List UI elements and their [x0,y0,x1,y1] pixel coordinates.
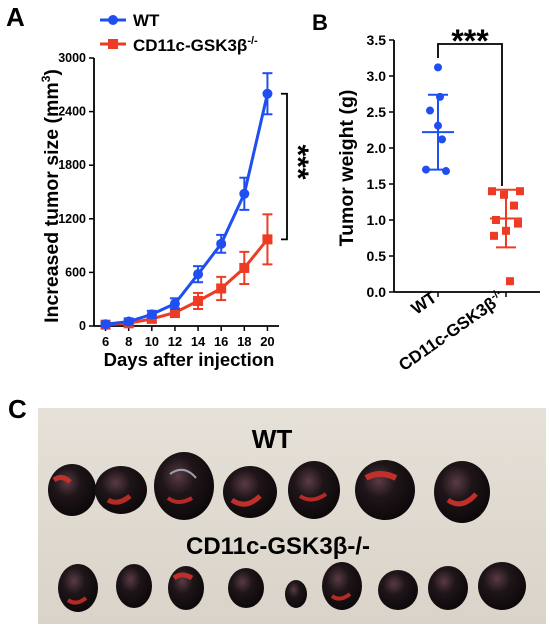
y-axis-label-b: Tumor weight (g) [336,90,358,247]
data-point-ko [488,187,496,196]
ko-tumors [58,562,526,612]
y-tick-label-b: 0.5 [367,248,387,264]
legend-ko-label: CD11c-GSK3β-/- [133,35,258,55]
x-tick-label-a: 20 [260,334,274,349]
significance-stars-b: *** [451,23,489,59]
x-tick-label-a: 10 [145,334,159,349]
data-point-ko [502,226,510,235]
tumor-growth-chart: 0 600 1200 1800 2400 3000 6 8 10 12 14 16 18 20 Incr… [39,11,314,370]
tumor [223,466,277,518]
data-point-wt [434,121,442,130]
tumor-photo: WT CD11c-GSK3β-/- [38,408,546,624]
tumor [285,580,307,608]
panel-label-b: B [312,10,328,35]
tumor [95,466,147,514]
x-tick-label-a: 12 [168,334,182,349]
data-point-wt [442,167,450,176]
data-point-wt [436,92,444,101]
tumor [228,568,264,608]
tumor [378,570,418,610]
y-tick-label-b: 3.0 [367,68,387,84]
y-tick-label-a: 1800 [58,158,86,172]
tumor [288,461,340,519]
tumor [434,461,490,523]
data-point-wt [193,269,204,280]
tumor-weight-chart: 0.0 0.5 1.0 1.5 2.0 2.5 3.0 3.5 Tumor weight (g… [336,23,540,375]
x-tick-label-a: 18 [237,334,251,349]
photo-label-wt: WT [252,424,293,454]
y-tick-label-b: 0.0 [367,284,387,300]
y-tick-label-b: 2.5 [367,104,387,120]
y-tick-label-b: 1.5 [367,176,387,192]
x-tick-label-a: 16 [214,334,228,349]
y-tick-label-b: 2.0 [367,140,387,156]
significance-bracket-a: *** [281,92,314,241]
x-tick-label-a: 14 [191,334,206,349]
data-point-wt [262,88,273,99]
significance-stars-a: *** [281,144,314,179]
x-tick-label-a: 6 [102,334,109,349]
data-point-wt [123,316,134,327]
tumor [355,460,415,520]
data-point-ko [514,219,522,228]
data-point-ko [216,283,227,294]
data-point-ko [262,234,273,245]
legend-wt-marker [108,15,118,25]
significance-bracket-b: *** [437,23,503,186]
legend-wt-label: WT [133,11,160,30]
data-point-ko [169,307,180,318]
data-point-wt [426,106,434,115]
y-tick-label-a: 0 [79,319,86,333]
photo-label-ko: CD11c-GSK3β-/- [186,533,370,560]
data-point-wt [100,319,111,330]
tumor [168,566,204,610]
wt-tumors [48,452,490,523]
data-point-ko [500,190,508,199]
data-point-ko [510,201,518,210]
y-tick-label-b: 1.0 [367,212,387,228]
tumor [116,564,152,608]
data-point-wt [169,298,180,309]
x-axis-label-a: Days after injection [104,349,275,370]
data-point-ko [193,295,204,306]
y-tick-label-a: 600 [65,265,86,279]
data-point-wt [146,309,157,320]
data-point-ko [516,187,524,196]
tumor [478,562,526,610]
data-point-ko [492,216,500,224]
y-tick-label-b: 3.5 [367,32,387,48]
panel-label-a: A [6,2,25,32]
y-tick-label-a: 3000 [58,51,86,65]
data-point-ko [506,277,514,286]
data-point-ko [239,262,250,273]
data-point-wt [239,188,250,199]
tumor [58,564,98,612]
data-point-ko [490,231,498,240]
legend-ko-marker [108,39,118,49]
y-tick-label-a: 1200 [58,212,86,226]
tumor [428,566,468,610]
panel-label-c: C [8,394,27,424]
tumor [48,464,96,516]
x-tick-label-a: 8 [125,334,132,349]
data-point-wt [434,63,442,72]
y-tick-label-a: 2400 [58,105,86,119]
data-point-wt [422,165,430,174]
data-point-wt [216,238,227,249]
y-axis-label-a: Increased tumor size (mm3) [39,69,63,323]
data-point-wt [438,135,446,144]
legend-a: WT CD11c-GSK3β-/- [100,11,258,55]
tumor [154,452,214,520]
tumor [322,562,362,610]
